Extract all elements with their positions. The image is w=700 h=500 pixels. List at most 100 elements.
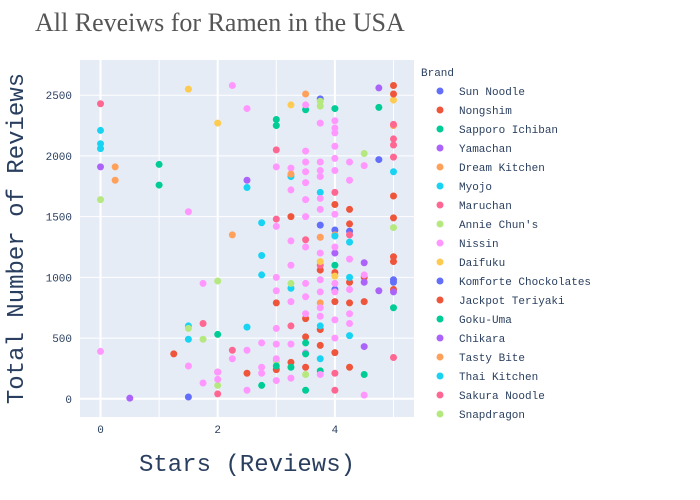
data-point [331, 316, 339, 324]
legend-item[interactable]: Nongshim [436, 106, 513, 118]
data-point [346, 332, 354, 340]
legend-item[interactable]: Thai Kitchen [436, 372, 539, 384]
data-point [331, 105, 339, 113]
legend-item[interactable]: Yamachan [436, 144, 512, 156]
data-point [389, 168, 397, 176]
data-point [331, 210, 339, 218]
data-point [346, 238, 354, 246]
data-point [331, 249, 339, 257]
legend-item[interactable]: Maruchan [436, 201, 512, 213]
legend-marker [436, 315, 444, 323]
data-point [302, 350, 310, 358]
data-point [316, 188, 324, 196]
legend-item[interactable]: Jackpot Teriyaki [436, 296, 566, 308]
data-point [346, 299, 354, 307]
data-point [228, 355, 236, 363]
data-point [287, 213, 295, 221]
legend-label: Annie Chun's [459, 220, 538, 232]
data-point [346, 320, 354, 327]
data-point [316, 258, 324, 266]
data-point [97, 196, 105, 204]
legend-item[interactable]: Sapporo Ichiban [436, 125, 559, 137]
y-tick-label: 1500 [46, 213, 72, 225]
data-point [287, 101, 295, 109]
data-point [184, 85, 192, 93]
legend-marker [436, 296, 444, 304]
legend-item[interactable]: Dream Kitchen [436, 163, 545, 175]
series-sapporo-ichiban [155, 103, 397, 394]
legend-label: Yamachan [459, 144, 512, 156]
data-point [302, 179, 310, 187]
data-point [331, 272, 339, 280]
data-point [389, 192, 397, 200]
data-point [389, 135, 397, 143]
data-point [389, 214, 397, 222]
data-point [228, 346, 236, 354]
data-point [316, 304, 324, 312]
legend-item[interactable]: Komforte Chockolates [436, 277, 592, 289]
data-point [360, 259, 368, 267]
data-point [346, 273, 354, 281]
data-point [346, 278, 354, 286]
data-point [302, 90, 310, 98]
data-point [389, 96, 397, 104]
data-point [214, 390, 222, 398]
legend-marker [436, 182, 444, 190]
data-point [316, 312, 324, 320]
data-point [302, 158, 310, 166]
legend-marker [436, 239, 444, 247]
legend-marker [436, 220, 444, 228]
legend-item[interactable]: Myojo [436, 182, 493, 194]
data-point [316, 355, 324, 363]
data-point [316, 322, 324, 330]
legend-item[interactable]: Sakura Noodle [436, 391, 545, 403]
data-point [272, 146, 280, 154]
legend-item[interactable]: Sun Noodle [436, 87, 526, 99]
data-point [97, 163, 105, 171]
data-point [360, 343, 368, 351]
data-point [272, 299, 280, 307]
legend-item[interactable]: Daifuku [436, 258, 506, 270]
y-tick-label: 1000 [46, 273, 72, 285]
data-point [302, 147, 310, 155]
legend-item[interactable]: Nissin [436, 239, 499, 251]
data-point [389, 354, 397, 361]
series-myojo [97, 126, 397, 343]
data-point [375, 287, 383, 295]
legend-title: Brand [421, 68, 454, 80]
data-point [316, 167, 324, 174]
series-maruchan [97, 100, 397, 398]
legend-item[interactable]: Annie Chun's [436, 220, 539, 232]
data-point [184, 208, 192, 216]
data-point [316, 299, 324, 307]
data-point [258, 369, 266, 377]
legend[interactable]: Sun Noodle Nongshim Sapporo Ichiban Yamacha… [436, 87, 592, 422]
data-point [214, 119, 222, 127]
legend-marker [436, 372, 444, 380]
legend-item[interactable]: Goku-Uma [436, 315, 513, 327]
series-chikara [360, 278, 368, 286]
data-point [331, 142, 339, 150]
data-point [360, 150, 368, 157]
data-point [170, 350, 178, 358]
legend-item[interactable]: Snapdragon [436, 410, 526, 422]
data-points [97, 82, 397, 402]
data-point [243, 105, 251, 113]
data-point [287, 237, 295, 245]
data-point [316, 158, 324, 166]
legend-marker [436, 391, 444, 399]
legend-label: Sun Noodle [459, 87, 525, 99]
legend-marker [436, 410, 444, 418]
data-point [360, 371, 368, 378]
legend-item[interactable]: Tasty Bite [436, 353, 526, 365]
legend-item[interactable]: Chikara [436, 334, 506, 346]
legend-label: Komforte Chockolates [459, 277, 591, 289]
data-point [316, 97, 324, 105]
data-point [316, 371, 324, 378]
data-point [331, 124, 339, 132]
data-point [360, 278, 368, 286]
data-point [126, 394, 134, 402]
data-point [272, 324, 280, 332]
legend-label: Jackpot Teriyaki [459, 296, 565, 308]
data-point [331, 201, 339, 208]
